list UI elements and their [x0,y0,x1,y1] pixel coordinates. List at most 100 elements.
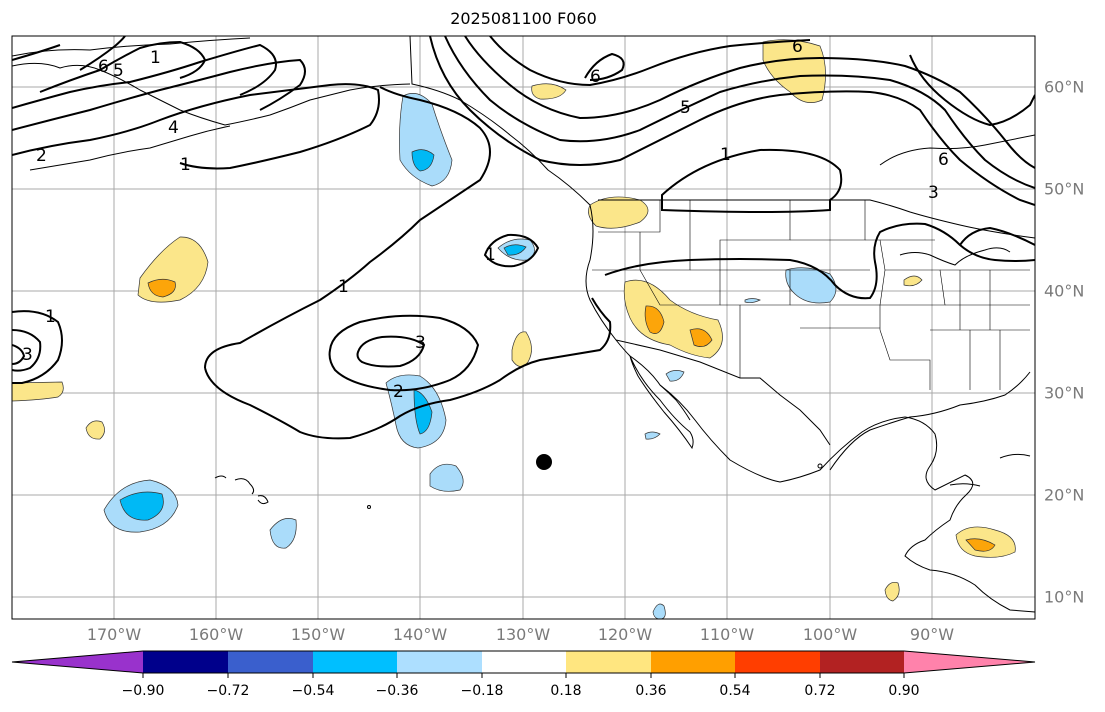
hudson-bay-edge [879,134,1035,166]
contour-label: 1 [150,48,161,68]
colorbar-tick-label: −0.18 [460,683,504,699]
contour-label: 6 [792,37,803,57]
negative-fill [269,518,297,549]
positive-fill [689,328,713,347]
colorbar-segment [397,651,482,673]
contour-labels: 6 5 4 2 1 1 1 3 2 1 3 6 5 1 6 3 1 6 [22,37,949,402]
colorbar-segment [735,651,820,673]
colorbar-tick-label: −0.72 [206,683,250,699]
positive-fill [644,305,665,334]
contour-label: 1 [338,277,349,297]
contour-label: 1 [180,155,191,175]
contour-label: 6 [590,67,601,87]
positive-fill [531,83,567,100]
contour-label: 1 [720,145,731,165]
contour-line [604,222,1035,300]
contour-line [328,314,480,392]
colorbar-tick-label: 0.90 [888,683,920,699]
contour-line [12,344,26,365]
negative-fill [411,149,435,172]
baja-peninsula [629,355,694,450]
lon-label: 160°W [188,625,244,644]
colorbar-segment [651,651,735,673]
gulf-of-california [659,384,691,421]
lat-label: 30°N [1044,383,1085,403]
positive-fill [12,381,64,402]
colorbar-tick-label: 0.54 [719,683,751,699]
lat-label: 10°N [1044,587,1085,607]
contour-line [356,335,426,368]
positive-fill [85,420,105,440]
contour-line [12,310,63,384]
lon-label: 110°W [699,625,755,644]
contour-line [584,52,625,81]
lon-label: 120°W [597,625,653,644]
lat-label: 50°N [1044,179,1085,199]
colorbar [11,650,1036,678]
contour-line [489,36,811,87]
negative-fill [503,244,527,256]
contour-line [79,36,126,71]
positive-fill [511,331,532,367]
contour-label: 2 [393,382,404,402]
contour-line [204,86,491,369]
negative-fill [429,463,464,492]
islands [214,453,1031,509]
colorbar-tick-label: −0.36 [375,683,419,699]
contour-label: 6 [98,57,109,77]
geopotential-contours [12,36,1035,440]
contour-line [444,36,1035,189]
lon-label: 130°W [495,625,551,644]
contour-line [12,58,306,131]
positive-fill [762,39,826,103]
state-boundaries [592,200,1030,390]
positive-fill [147,278,176,298]
colorbar-segment [820,651,904,673]
colorbar-extend-max [904,651,1035,673]
negative-fill [413,389,433,435]
lon-label: 150°W [290,625,346,644]
aleutian-islands [29,125,231,171]
contour-line [464,36,1035,169]
colorbar-segment [482,651,566,673]
contour-label: 2 [36,146,47,166]
contour-line [12,329,42,372]
map-frame [11,35,1036,620]
lat-label: 20°N [1044,485,1085,505]
alaska-coast [12,62,411,126]
great-lakes [899,247,1011,266]
colorbar-tick-label: 0.72 [804,683,836,699]
positive-fill [884,581,900,602]
gulf-coast [829,371,1031,471]
negative-fill [644,431,661,440]
mexico-border [615,339,831,446]
contour-line [204,297,612,440]
map-title: 2025081100 F060 [450,9,597,28]
contour-label: 5 [113,61,124,81]
colorbar-segment [143,651,228,673]
contour-label: 3 [415,333,426,353]
contour-label: 1 [485,245,496,265]
lat-label: 40°N [1044,281,1085,301]
lon-label: 90°W [909,625,955,644]
contour-label: 6 [938,150,949,170]
contour-label: 3 [928,183,939,203]
us-canada-border [598,199,1035,239]
contour-line [39,40,207,93]
colorbar-tick-label: 0.36 [635,683,667,699]
contour-line [959,226,1035,246]
contour-line [909,54,1035,127]
positive-fill [903,275,923,287]
contour-line [12,83,380,170]
colorbar-segment [566,651,651,673]
lat-label: 60°N [1044,77,1085,97]
contour-line [429,36,1035,206]
colorbar-tick-label: 0.18 [550,683,582,699]
colorbar-segment [313,651,397,673]
north-american-coastline [409,36,1035,613]
colorbar-segment [228,651,313,673]
contour-label: 1 [45,307,56,327]
lon-label: 170°W [86,625,142,644]
negative-fill [652,603,666,619]
